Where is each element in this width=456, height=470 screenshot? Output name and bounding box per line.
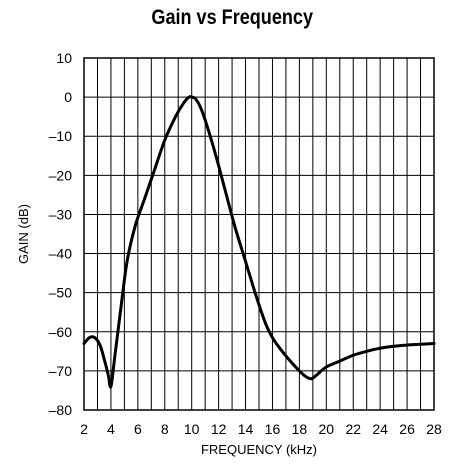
- y-tick-label: –70: [49, 363, 73, 379]
- y-tick-label: –60: [49, 324, 73, 340]
- x-tick-label: 24: [372, 421, 388, 437]
- y-tick-label: –40: [49, 246, 73, 262]
- y-tick-label: –10: [49, 128, 73, 144]
- x-tick-label: 2: [80, 421, 88, 437]
- x-tick-label: 8: [161, 421, 169, 437]
- y-tick-label: –50: [49, 285, 73, 301]
- x-axis-label: FREQUENCY (kHz): [201, 442, 317, 457]
- x-tick-label: 22: [345, 421, 361, 437]
- x-tick-label: 18: [292, 421, 308, 437]
- y-tick-label: –30: [49, 206, 73, 222]
- x-tick-label: 4: [107, 421, 115, 437]
- x-tick-label: 10: [184, 421, 200, 437]
- plot-frame: [83, 57, 435, 411]
- y-tick-label: 10: [56, 50, 72, 66]
- x-tick-label: 16: [265, 421, 281, 437]
- y-tick-label: –20: [49, 167, 73, 183]
- x-tick-label: 12: [211, 421, 227, 437]
- y-axis-label: GAIN (dB): [16, 204, 31, 264]
- x-tick-labels: 2 4 6 8 10 12 14 16 18 20 22 24 26 28: [80, 421, 442, 437]
- y-tick-label: –80: [49, 402, 73, 418]
- x-tick-label: 28: [426, 421, 442, 437]
- y-tick-label: 0: [64, 89, 72, 105]
- grid: [83, 57, 435, 411]
- y-tick-labels: 10 0 –10 –20 –30 –40 –50 –60 –70 –80: [49, 50, 73, 418]
- chart-title: Gain vs Frequency: [151, 6, 313, 29]
- x-tick-label: 26: [399, 421, 415, 437]
- gain-curve: [82, 95, 436, 389]
- x-tick-label: 14: [238, 421, 254, 437]
- x-tick-label: 6: [134, 421, 142, 437]
- x-tick-label: 20: [319, 421, 335, 437]
